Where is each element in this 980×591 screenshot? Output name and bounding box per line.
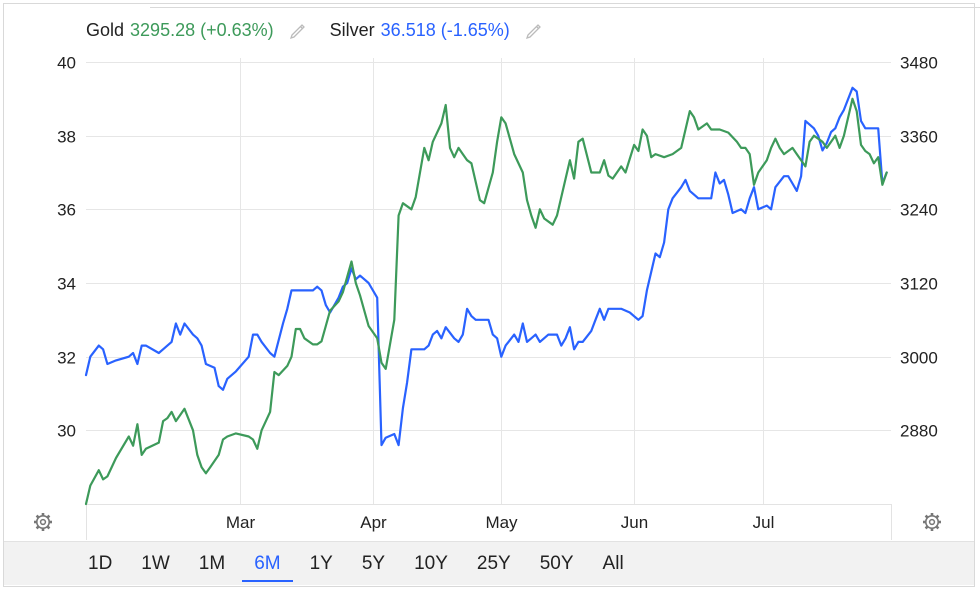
y-left-tick-label: 40 (57, 54, 76, 73)
y-left-tick-label: 34 (57, 275, 76, 294)
y-right-tick-label: 3240 (900, 201, 938, 220)
range-button-5y[interactable]: 5Y (361, 553, 386, 574)
y-right-tick-label: 3000 (900, 349, 938, 368)
y-left-tick-label: 38 (57, 128, 76, 147)
chart-axes: 40 38 36 34 32 30 3480 3360 3240 3120 3000 2880 Mar A… (57, 54, 938, 540)
pencil-icon[interactable] (288, 20, 308, 40)
chart-grid (86, 58, 891, 504)
range-selector: 1D 1W 1M 6M 1Y 5Y 10Y 25Y 50Y All (4, 541, 974, 585)
chart-lines (84, 86, 888, 506)
x-tick-label: Apr (360, 513, 387, 532)
range-button-10y[interactable]: 10Y (414, 553, 448, 574)
legend-gold-change: (+0.63%) (200, 19, 274, 40)
range-button-all[interactable]: All (602, 553, 624, 574)
top-border (150, 0, 980, 8)
range-button-25y[interactable]: 25Y (476, 553, 511, 574)
legend: Gold 3295.28 (+0.63%) Silver 36.518 (-1.… (86, 17, 566, 43)
range-button-6m[interactable]: 6M (242, 547, 294, 582)
pencil-icon[interactable] (524, 20, 544, 40)
y-right-tick-label: 3120 (900, 275, 938, 294)
legend-silver-name: Silver (329, 19, 375, 40)
y-right-tick-label: 2880 (900, 422, 938, 441)
y-right-tick-label: 3360 (900, 128, 938, 147)
chart-frame (3, 3, 975, 587)
gear-icon[interactable] (921, 511, 943, 533)
range-button-50y[interactable]: 50Y (539, 553, 574, 574)
range-button-1m[interactable]: 1M (198, 553, 226, 574)
legend-silver: Silver 36.518 (-1.65%) (330, 20, 544, 41)
y-left-tick-label: 32 (57, 349, 76, 368)
series-line-silver (84, 86, 888, 447)
x-tick-label: Jun (621, 513, 648, 532)
y-right-tick-label: 3480 (900, 54, 938, 73)
range-button-1d[interactable]: 1D (88, 553, 113, 574)
x-tick-label: Mar (226, 513, 256, 532)
legend-silver-value: 36.518 (380, 19, 436, 40)
gear-icon[interactable] (32, 511, 54, 533)
legend-gold-value: 3295.28 (130, 19, 196, 40)
legend-gold-name: Gold (86, 19, 125, 40)
series-line-gold (84, 97, 888, 506)
x-tick-label: May (485, 513, 518, 532)
legend-gold: Gold 3295.28 (+0.63%) (86, 20, 308, 41)
range-button-1w[interactable]: 1W (141, 553, 170, 574)
y-left-tick-label: 36 (57, 201, 76, 220)
y-left-tick-label: 30 (57, 422, 76, 441)
range-button-1y[interactable]: 1Y (309, 553, 333, 574)
legend-silver-change: (-1.65%) (440, 19, 510, 40)
x-tick-label: Jul (753, 513, 775, 532)
